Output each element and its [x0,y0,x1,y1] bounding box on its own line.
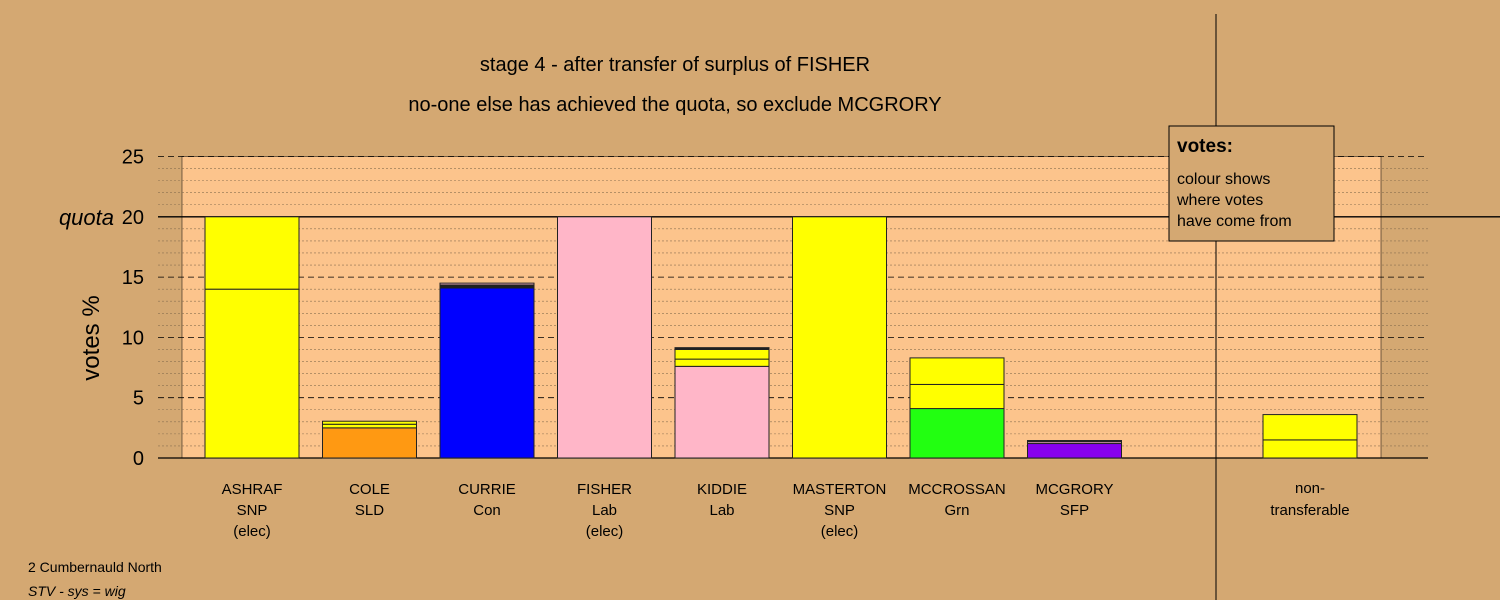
candidate-status: (elec) [821,523,859,540]
bar-masterton-segment [792,216,887,459]
candidate-party: SNP [237,502,268,519]
candidate-party: Con [473,502,501,519]
legend-line: colour shows [1177,171,1270,188]
candidate-party: Grn [944,502,969,519]
chart-subtitle: no-one else has achieved the quota, so e… [408,94,941,116]
bar-kiddie-segment [674,365,770,459]
candidate-name: MCCROSSAN [908,481,1006,498]
bar-mccrossan-segment [909,408,1005,459]
candidate-party: Lab [592,502,617,519]
bar-ashraf-segment [204,288,300,459]
candidate-party: Lab [709,502,734,519]
candidate-name: COLE [349,481,390,498]
bar-currie-segment [439,282,535,286]
bar-cole-segment [322,427,417,459]
bar-mccrossan-segment [909,383,1005,410]
y-tick-label: 5 [133,388,144,410]
candidate-name: FISHER [577,481,632,498]
bar-nontransferable-segment [1262,414,1358,441]
legend-box [1168,125,1335,242]
footer-system: STV - sys = wig [28,583,126,599]
candidate-party: SLD [355,502,384,519]
legend-line: where votes [1176,192,1263,209]
bar-fisher-segment [557,216,652,459]
legend-heading: votes: [1177,136,1233,157]
candidate-name: MASTERTON [793,481,887,498]
bar-kiddie-segment [674,348,770,360]
candidate-party: SNP [824,502,855,519]
bar-ashraf-segment [204,216,300,290]
y-axis-label: votes % [78,295,105,380]
candidate-status: (elec) [233,523,271,540]
bar-nontransferable-segment [1262,439,1358,459]
candidate-name: CURRIE [458,481,516,498]
candidate-name: ASHRAF [222,481,283,498]
bar-cole-segment [322,420,417,425]
y-tick-label: 25 [122,147,144,169]
y-tick-label: 20 [122,207,144,229]
bar-mccrossan-segment [909,357,1005,385]
bar-mcgrory-segment [1027,440,1122,443]
legend-line: have come from [1177,213,1292,230]
bar-mcgrory-segment [1027,443,1122,459]
bar-kiddie-segment [674,347,770,350]
bar-currie-segment [439,287,535,459]
nontransferable-label: transferable [1270,502,1349,519]
bar-cole-segment [322,423,417,429]
y-tick-label: 15 [122,267,144,289]
candidate-party: SFP [1060,502,1089,519]
nontransferable-label: non- [1295,480,1325,497]
quota-label: quota [59,205,114,230]
candidate-name: KIDDIE [697,481,747,498]
y-tick-label: 0 [133,448,144,470]
bar-kiddie-segment [674,358,770,367]
y-tick-label: 10 [122,327,144,349]
candidate-status: (elec) [586,523,624,540]
footer-ward: 2 Cumbernauld North [28,559,162,575]
candidate-name: MCGRORY [1035,481,1113,498]
chart-title: stage 4 - after transfer of surplus of F… [480,54,870,76]
